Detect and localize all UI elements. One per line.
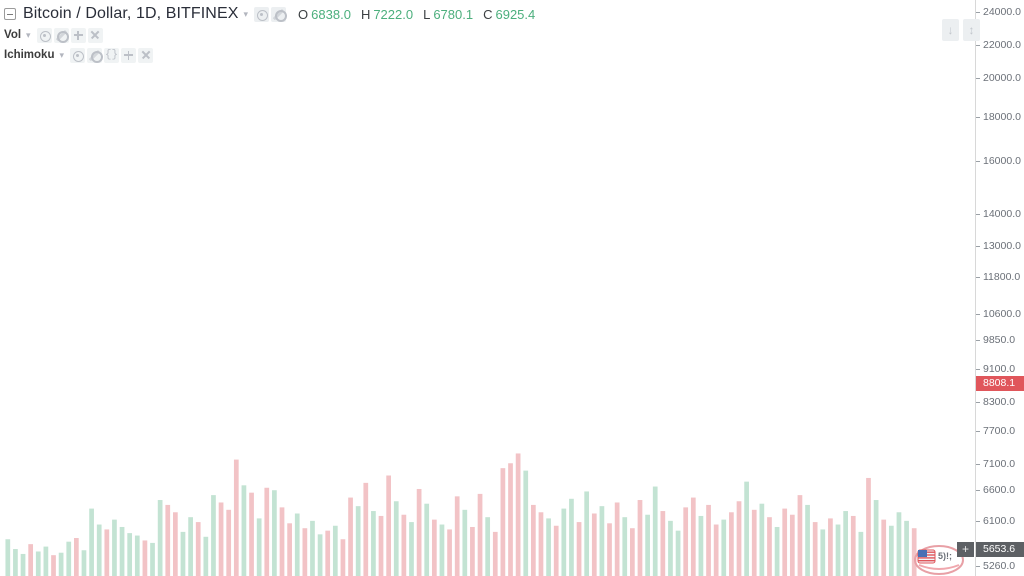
eye-icon[interactable] bbox=[254, 6, 270, 22]
symbol-title[interactable]: Bitcoin / Dollar, 1D, BITFINEX bbox=[23, 5, 239, 22]
ohlc-high-value: 7222.0 bbox=[373, 6, 414, 22]
legend-study-ichimoku: Ichimoku ▾ {} bbox=[4, 45, 545, 65]
braces-icon[interactable]: {} bbox=[104, 47, 120, 63]
ohlc-high-label: H bbox=[360, 6, 371, 22]
chevron-down-icon[interactable]: ▾ bbox=[59, 49, 65, 60]
auto-fit-button[interactable]: ↕ bbox=[963, 19, 980, 41]
volume-value-badge[interactable]: 5653.6 bbox=[976, 542, 1024, 557]
study-name-vol[interactable]: Vol bbox=[4, 29, 22, 41]
price-tick-label: 22000.0 bbox=[976, 39, 1021, 51]
add-indicator-button[interactable]: + bbox=[957, 542, 974, 557]
legend-main-row: Bitcoin / Dollar, 1D, BITFINEX ▾ O 6838.… bbox=[4, 3, 545, 25]
ohlc-open-label: O bbox=[298, 6, 309, 22]
us-flag-watermark: 5)!; bbox=[913, 541, 965, 576]
legend-study-vol: Vol ▾ bbox=[4, 25, 545, 45]
price-tick-label: 7100.0 bbox=[976, 458, 1015, 470]
chevron-down-icon[interactable]: ▾ bbox=[26, 29, 31, 40]
price-tick-label: 6100.0 bbox=[976, 515, 1015, 527]
plus-icon[interactable] bbox=[70, 27, 86, 43]
volume-series bbox=[5, 453, 917, 576]
price-tick-label: 9850.0 bbox=[976, 334, 1015, 346]
price-axis[interactable]: 24000.0 22000.0 20000.0 18000.0 16000.0 14000… bbox=[957, 0, 1024, 576]
ohlc-values: O 6838.0 H 7222.0 L 6780.1 C 6925.4 bbox=[298, 7, 545, 22]
scale-buttons: ↓ ↕ bbox=[938, 19, 980, 41]
ohlc-open-value: 6838.0 bbox=[311, 6, 351, 22]
candlestick-chart[interactable] bbox=[0, 0, 975, 576]
eye-icon[interactable] bbox=[70, 47, 86, 63]
watermark-text: 5)!; bbox=[938, 551, 952, 561]
price-tick-label: 14000.0 bbox=[976, 208, 1021, 220]
gear-icon[interactable] bbox=[87, 47, 103, 63]
ohlc-close-label: C bbox=[483, 6, 493, 22]
minus-box-icon[interactable] bbox=[4, 8, 16, 20]
chevron-down-icon[interactable]: ▾ bbox=[243, 8, 249, 19]
price-tick-label: 13000.0 bbox=[976, 240, 1021, 252]
study-name-ichimoku[interactable]: Ichimoku bbox=[4, 49, 55, 61]
price-tick-label: 5260.0 bbox=[976, 560, 1015, 572]
gear-icon[interactable] bbox=[53, 27, 70, 43]
price-tick-label: 11800.0 bbox=[976, 271, 1020, 283]
price-tick-label: 7700.0 bbox=[976, 425, 1015, 437]
gear-icon[interactable] bbox=[271, 6, 287, 22]
close-icon[interactable] bbox=[138, 47, 154, 63]
scale-down-button[interactable]: ↓ bbox=[942, 19, 959, 41]
price-tick-label: 8300.0 bbox=[976, 396, 1015, 408]
price-tick-label: 6600.0 bbox=[976, 484, 1015, 496]
ohlc-close-value: 6925.4 bbox=[495, 6, 536, 22]
price-tick-label: 18000.0 bbox=[976, 111, 1021, 123]
price-tick-label: 20000.0 bbox=[976, 72, 1021, 84]
plus-icon[interactable] bbox=[121, 47, 137, 63]
eye-icon[interactable] bbox=[36, 27, 52, 43]
chart-legend: Bitcoin / Dollar, 1D, BITFINEX ▾ O 6838.… bbox=[0, 0, 545, 65]
chart-plot-area[interactable] bbox=[0, 0, 975, 576]
price-tick-label: 16000.0 bbox=[976, 155, 1021, 167]
price-tick-label: 9100.0 bbox=[976, 363, 1015, 375]
current-price-badge[interactable]: 8808.1 bbox=[976, 376, 1024, 391]
ohlc-low-value: 6780.1 bbox=[433, 6, 474, 22]
price-tick-label: 10600.0 bbox=[976, 308, 1021, 320]
price-tick-label: 24000.0 bbox=[976, 6, 1021, 18]
close-icon[interactable] bbox=[87, 27, 103, 43]
ohlc-low-label: L bbox=[423, 6, 431, 22]
